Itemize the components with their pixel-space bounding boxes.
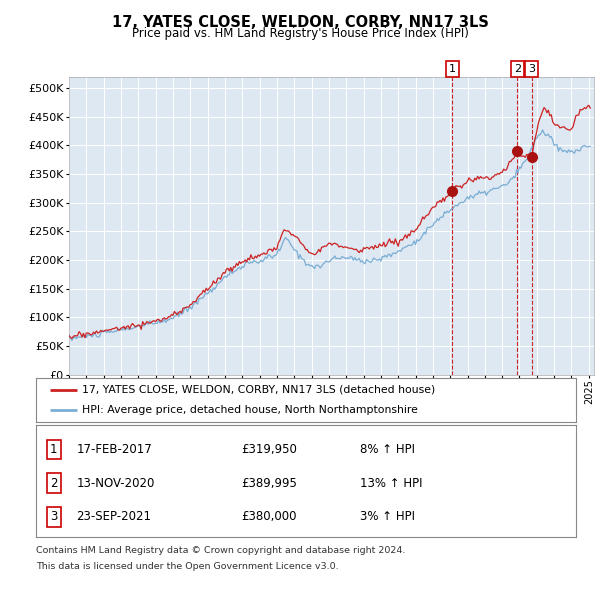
- Text: 17-FEB-2017: 17-FEB-2017: [77, 443, 152, 456]
- Text: £319,950: £319,950: [241, 443, 297, 456]
- Text: Contains HM Land Registry data © Crown copyright and database right 2024.: Contains HM Land Registry data © Crown c…: [36, 546, 406, 555]
- Text: 3: 3: [50, 510, 58, 523]
- Text: 13% ↑ HPI: 13% ↑ HPI: [360, 477, 422, 490]
- Text: 17, YATES CLOSE, WELDON, CORBY, NN17 3LS (detached house): 17, YATES CLOSE, WELDON, CORBY, NN17 3LS…: [82, 385, 435, 395]
- Text: This data is licensed under the Open Government Licence v3.0.: This data is licensed under the Open Gov…: [36, 562, 338, 571]
- Text: 2: 2: [514, 64, 521, 74]
- Text: 1: 1: [449, 64, 456, 74]
- Text: £389,995: £389,995: [241, 477, 297, 490]
- Text: 3% ↑ HPI: 3% ↑ HPI: [360, 510, 415, 523]
- Text: 13-NOV-2020: 13-NOV-2020: [77, 477, 155, 490]
- Text: 8% ↑ HPI: 8% ↑ HPI: [360, 443, 415, 456]
- Text: HPI: Average price, detached house, North Northamptonshire: HPI: Average price, detached house, Nort…: [82, 405, 418, 415]
- Text: 23-SEP-2021: 23-SEP-2021: [77, 510, 151, 523]
- Text: 2: 2: [50, 477, 58, 490]
- Text: 17, YATES CLOSE, WELDON, CORBY, NN17 3LS: 17, YATES CLOSE, WELDON, CORBY, NN17 3LS: [112, 15, 488, 30]
- Text: 3: 3: [528, 64, 535, 74]
- Text: £380,000: £380,000: [241, 510, 296, 523]
- Text: 1: 1: [50, 443, 58, 456]
- Text: Price paid vs. HM Land Registry's House Price Index (HPI): Price paid vs. HM Land Registry's House …: [131, 27, 469, 40]
